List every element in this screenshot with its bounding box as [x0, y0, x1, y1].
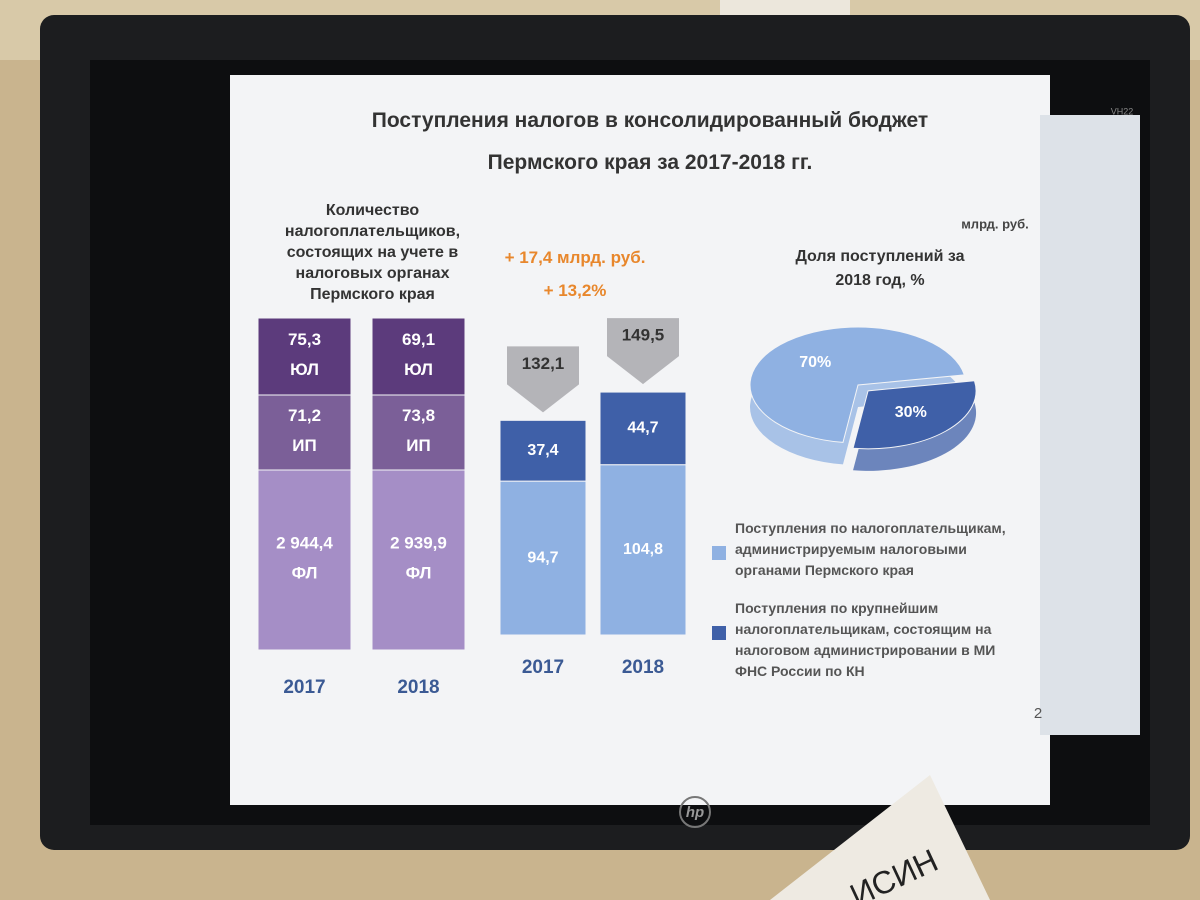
bar-value: 94,7	[527, 549, 558, 566]
x-tick-label: 2017	[522, 657, 564, 678]
tiles-title: Количество налогоплательщиков, состоящих…	[284, 202, 461, 303]
legend-swatch	[712, 626, 726, 640]
name-plate	[770, 775, 990, 900]
x-tick-label: 2018	[397, 677, 439, 698]
tile-value: 71,2	[288, 406, 321, 425]
tile	[371, 317, 466, 396]
x-tick-label: 2018	[622, 657, 664, 678]
legend-swatch	[712, 546, 726, 560]
tile-name: ЮЛ	[404, 360, 433, 379]
x-tick-label: 2017	[283, 677, 325, 698]
pie-label: 30%	[895, 404, 927, 421]
bar-segment	[499, 480, 587, 636]
logo-ring	[679, 796, 711, 828]
tile-name: ЮЛ	[290, 360, 319, 379]
total-label: 132,1	[522, 354, 565, 373]
bar-segment	[599, 391, 687, 466]
tile-name: ФЛ	[406, 563, 432, 582]
tile-value: 75,3	[288, 330, 321, 349]
slide-title: Поступления налогов в консолидированный …	[371, 109, 929, 174]
tile	[371, 394, 466, 471]
tile-value: 2 944,4	[276, 533, 333, 552]
unit: млрд. руб.	[961, 216, 1029, 231]
pie-slice	[749, 326, 966, 443]
tile-name: ИП	[406, 436, 430, 455]
legend-label: Поступления по крупнейшим налогоплательщ…	[735, 600, 996, 679]
annotation: + 13,2%	[543, 281, 607, 300]
total-callout	[507, 346, 579, 413]
page-number: 2	[1034, 705, 1042, 722]
total-label: 149,5	[622, 326, 665, 345]
tile	[257, 469, 352, 651]
tile-value: 2 939,9	[390, 533, 447, 552]
tile	[371, 469, 466, 651]
tile-name: ИП	[292, 436, 316, 455]
bar-value: 37,4	[527, 442, 558, 459]
annotation: + 17,4 млрд. руб.	[504, 248, 646, 267]
slide-edge	[1040, 115, 1140, 735]
legend-label: Поступления по налогоплательщикам, админ…	[735, 520, 1006, 578]
bar-value: 104,8	[623, 541, 663, 558]
model: VH22	[1111, 106, 1134, 116]
total-callout	[607, 318, 679, 385]
bar-segment	[499, 419, 587, 482]
pie-title: Доля поступлений за 2018 год, %	[795, 248, 965, 289]
pie-label: 70%	[799, 354, 831, 371]
tile-name: ФЛ	[292, 563, 318, 582]
tile-value: 73,8	[402, 406, 435, 425]
bar-value: 44,7	[627, 420, 658, 437]
tile	[257, 317, 352, 396]
logo: hp	[686, 804, 704, 821]
pie-slice	[852, 380, 977, 450]
bar-segment	[599, 464, 687, 636]
tile-value: 69,1	[402, 330, 435, 349]
